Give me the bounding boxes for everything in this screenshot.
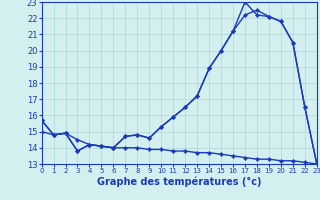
- X-axis label: Graphe des températures (°c): Graphe des températures (°c): [97, 177, 261, 187]
